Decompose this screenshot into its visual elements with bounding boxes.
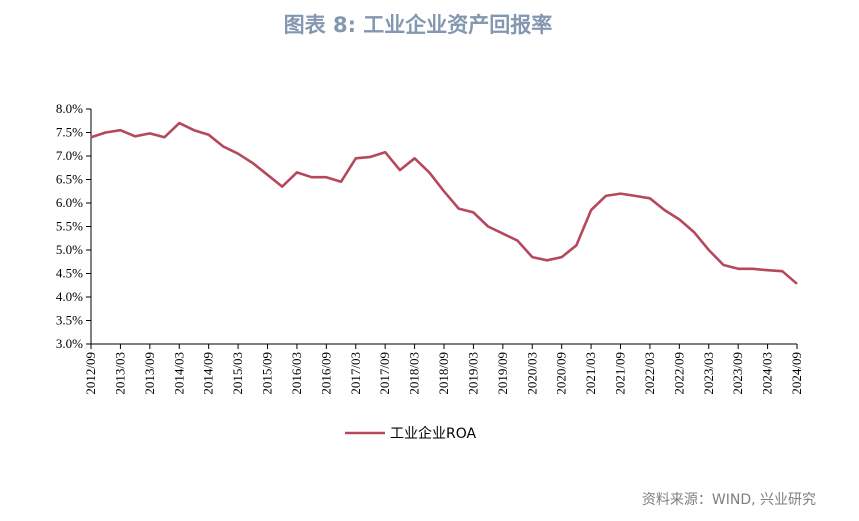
y-tick-label: 4.0% (56, 289, 83, 304)
y-tick-label: 8.0% (56, 101, 83, 116)
line (90, 121, 798, 285)
x-tick-label: 2014/09 (201, 352, 216, 395)
x-tick-label: 2019/09 (495, 352, 510, 395)
y-tick-label: 6.5% (56, 172, 83, 187)
y-tick-label: 4.5% (56, 266, 83, 281)
x-tick-label: 2018/09 (436, 352, 451, 395)
legend-label: 工业企业ROA (390, 425, 477, 442)
x-tick-label: 2019/03 (465, 352, 480, 395)
y-tick-label: 3.5% (56, 313, 83, 328)
x-tick-label: 2018/03 (407, 352, 422, 395)
x-tick-label: 2023/03 (701, 352, 716, 395)
x-tick-label: 2020/03 (524, 352, 539, 395)
x-tick-label: 2022/09 (671, 352, 686, 395)
x-tick-label: 2015/03 (230, 352, 245, 395)
x-tick-label: 2023/09 (730, 352, 745, 395)
x-tick-label: 2024/09 (789, 352, 804, 395)
x-tick-label: 2021/09 (613, 352, 628, 395)
y-tick-label: 7.5% (56, 125, 83, 140)
x-tick-label: 2017/09 (377, 352, 392, 395)
chart-title: 图表 8: 工业企业资产回报率 (284, 13, 553, 37)
y-tick-label: 3.0% (56, 336, 83, 351)
x-tick-label: 2014/03 (171, 352, 186, 395)
x-tick-label: 2022/03 (642, 352, 657, 395)
x-tick-label: 2013/03 (112, 352, 127, 395)
x-tick-label: 2017/03 (348, 352, 363, 395)
x-tick-label: 2015/09 (260, 352, 275, 395)
y-tick-label: 5.5% (56, 219, 83, 234)
x-tick-label: 2020/09 (554, 352, 569, 395)
x-tick-label: 2016/03 (289, 352, 304, 395)
x-tick-label: 2016/09 (318, 352, 333, 395)
x-tick-label: 2013/09 (142, 352, 157, 395)
y-tick-label: 6.0% (56, 195, 83, 210)
x-tick-label: 2021/03 (583, 352, 598, 395)
x-tick-label: 2024/03 (760, 352, 775, 395)
y-tick-label: 7.0% (56, 148, 83, 163)
source-note: 资料来源：WIND, 兴业研究 (642, 492, 816, 508)
x-tick-label: 2012/09 (83, 352, 98, 395)
y-tick-label: 5.0% (56, 242, 83, 257)
